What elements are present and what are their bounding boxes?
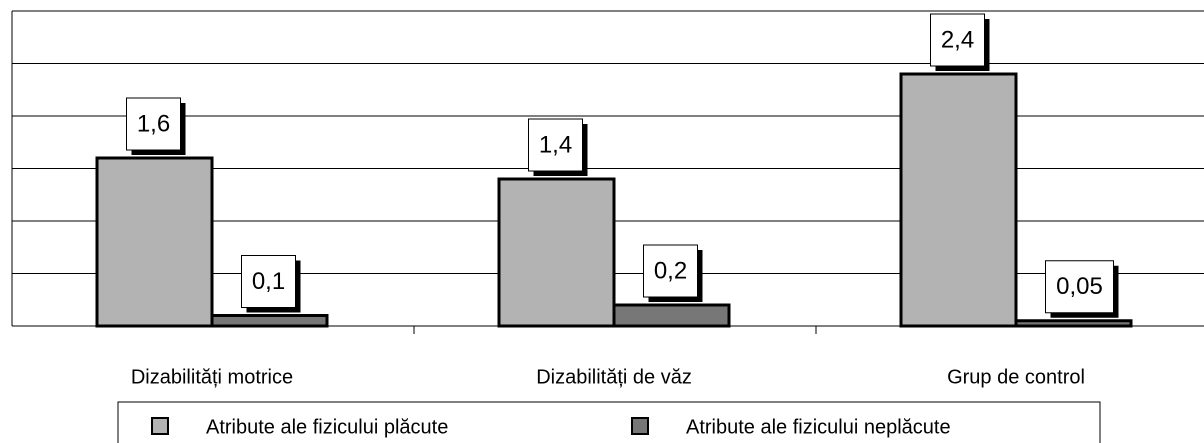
- value-label: 0,05: [1056, 273, 1103, 300]
- value-label: 2,4: [941, 26, 974, 53]
- bar: [1014, 319, 1133, 328]
- value-label: 1,6: [137, 110, 170, 137]
- value-label-box: [643, 244, 698, 298]
- value-label: 0,1: [252, 268, 285, 295]
- bar: [612, 303, 731, 328]
- bar: [210, 314, 329, 328]
- bar: [95, 156, 214, 328]
- legend-swatch: [151, 417, 169, 435]
- value-label-box: [1045, 260, 1114, 314]
- value-label-box: [528, 118, 583, 172]
- legend-label: Atribute ale fizicului neplăcute: [686, 416, 951, 438]
- value-label: 0,2: [654, 257, 687, 284]
- x-tick-label: Grup de control: [947, 366, 1085, 388]
- value-label: 1,4: [539, 131, 572, 158]
- value-label-box: [241, 255, 296, 308]
- legend-label: Atribute ale fizicului plăcute: [206, 416, 448, 438]
- legend-swatch: [631, 417, 649, 435]
- bar: [899, 72, 1018, 328]
- x-tick-label: Dizabilități de văz: [536, 366, 692, 388]
- x-tick-label: Dizabilități motrice: [131, 366, 293, 388]
- value-label-box: [126, 97, 181, 151]
- value-label-box: [930, 13, 985, 67]
- bar: [497, 177, 616, 328]
- legend-box: [117, 401, 1101, 443]
